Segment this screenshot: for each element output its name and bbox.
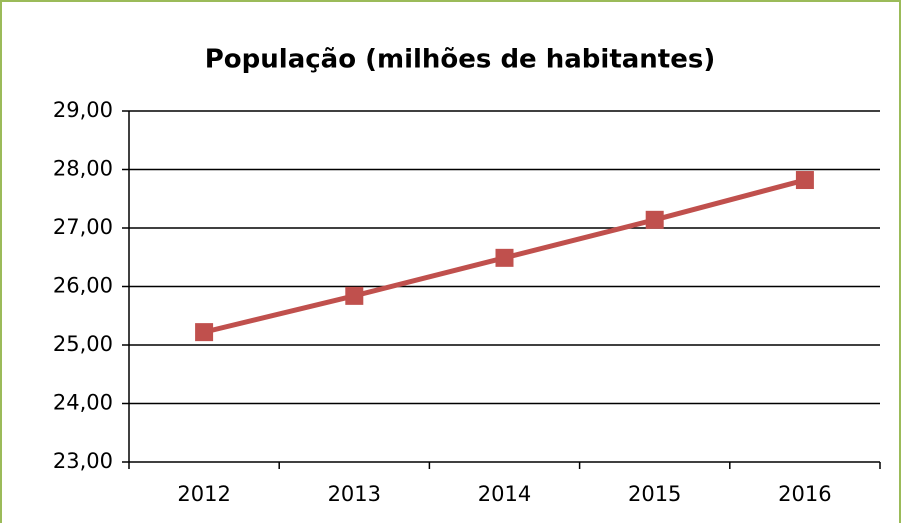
x-tick-label: 2014	[478, 482, 531, 506]
y-tick-label: 25,00	[53, 332, 113, 356]
data-marker	[345, 286, 364, 305]
y-tick-label: 26,00	[53, 274, 113, 298]
y-tick-label: 27,00	[53, 215, 113, 239]
x-tick-label: 2013	[328, 482, 381, 506]
x-tick-label: 2012	[177, 482, 230, 506]
data-marker	[195, 323, 214, 342]
y-tick-label: 28,00	[53, 157, 113, 181]
chart-title: População (milhões de habitantes)	[205, 45, 715, 75]
y-tick-label: 23,00	[53, 449, 113, 473]
x-tick-label: 2016	[778, 482, 831, 506]
x-tick-label: 2015	[628, 482, 681, 506]
data-marker	[645, 210, 664, 229]
y-tick-label: 29,00	[53, 98, 113, 122]
data-marker	[495, 248, 514, 267]
y-tick-label: 24,00	[53, 391, 113, 415]
data-marker	[795, 171, 814, 190]
